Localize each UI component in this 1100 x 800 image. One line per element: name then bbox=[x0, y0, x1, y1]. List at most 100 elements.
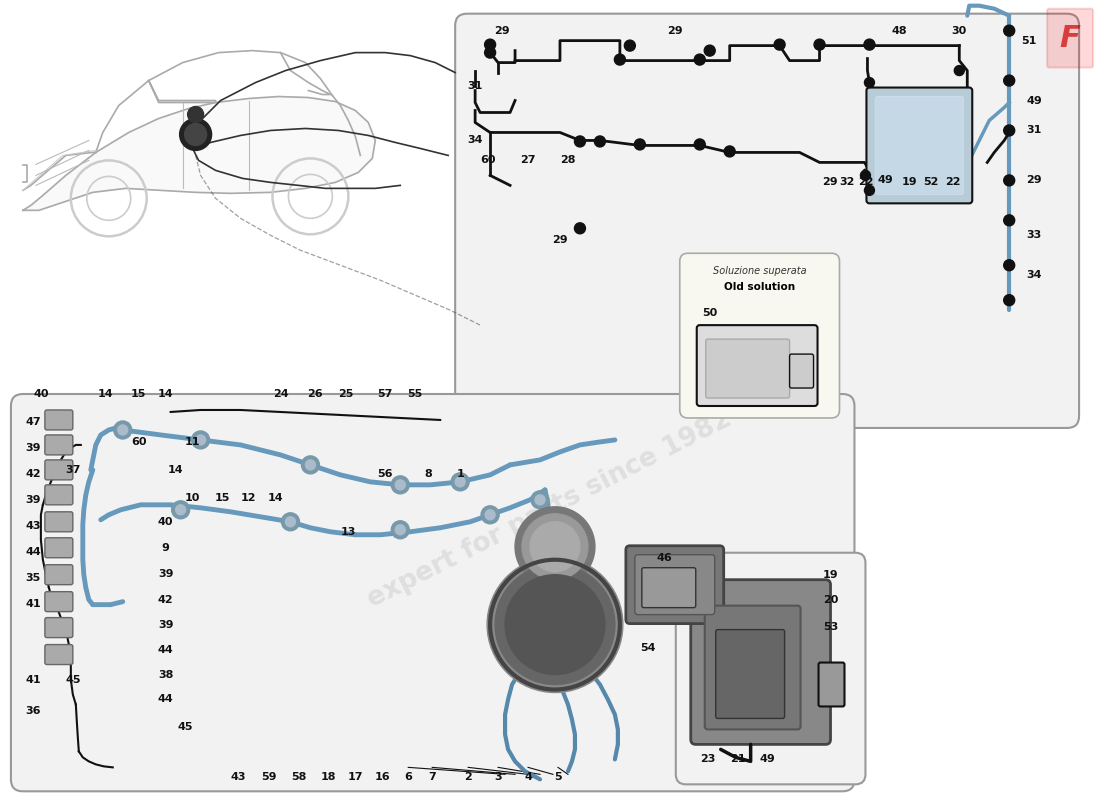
Circle shape bbox=[694, 139, 705, 150]
Circle shape bbox=[865, 78, 874, 87]
Text: 50: 50 bbox=[702, 308, 717, 318]
FancyBboxPatch shape bbox=[45, 512, 73, 532]
Text: 34: 34 bbox=[468, 135, 483, 146]
Circle shape bbox=[451, 473, 469, 491]
Text: 29: 29 bbox=[1026, 175, 1042, 186]
Circle shape bbox=[625, 40, 636, 51]
Text: 3: 3 bbox=[494, 772, 502, 782]
FancyBboxPatch shape bbox=[706, 339, 790, 398]
Circle shape bbox=[485, 39, 496, 50]
Text: 28: 28 bbox=[560, 155, 575, 166]
Circle shape bbox=[522, 514, 587, 580]
Text: 46: 46 bbox=[657, 553, 673, 562]
Circle shape bbox=[282, 513, 299, 530]
Text: 47: 47 bbox=[25, 417, 41, 427]
Text: 53: 53 bbox=[823, 622, 838, 632]
Circle shape bbox=[865, 186, 874, 195]
Text: 22: 22 bbox=[946, 178, 961, 187]
Text: 49: 49 bbox=[1026, 95, 1042, 106]
Text: 43: 43 bbox=[231, 772, 246, 782]
Text: Old solution: Old solution bbox=[724, 282, 795, 292]
Circle shape bbox=[118, 425, 128, 435]
Text: 22: 22 bbox=[858, 178, 873, 187]
FancyBboxPatch shape bbox=[680, 254, 839, 418]
Text: 40: 40 bbox=[158, 517, 174, 526]
Circle shape bbox=[505, 574, 605, 674]
Text: 1: 1 bbox=[456, 469, 464, 479]
Text: 5: 5 bbox=[554, 772, 562, 782]
FancyBboxPatch shape bbox=[691, 580, 830, 745]
Text: 45: 45 bbox=[65, 674, 80, 685]
Circle shape bbox=[860, 170, 870, 180]
Circle shape bbox=[1003, 260, 1014, 270]
Text: Soluzione superata: Soluzione superata bbox=[713, 266, 806, 276]
Circle shape bbox=[1003, 175, 1014, 186]
Text: 48: 48 bbox=[892, 26, 907, 36]
Circle shape bbox=[185, 123, 207, 146]
Text: 9: 9 bbox=[162, 542, 169, 553]
FancyBboxPatch shape bbox=[45, 565, 73, 585]
Text: 12: 12 bbox=[241, 493, 256, 503]
Circle shape bbox=[574, 136, 585, 147]
Text: 2: 2 bbox=[464, 772, 472, 782]
Text: 14: 14 bbox=[98, 389, 113, 399]
Text: 24: 24 bbox=[273, 389, 288, 399]
Text: 23: 23 bbox=[700, 754, 715, 764]
FancyBboxPatch shape bbox=[45, 410, 73, 430]
Text: 59: 59 bbox=[261, 772, 276, 782]
Text: 33: 33 bbox=[1026, 230, 1042, 240]
Text: 29: 29 bbox=[822, 178, 837, 187]
Text: 17: 17 bbox=[348, 772, 363, 782]
Circle shape bbox=[535, 495, 544, 505]
Text: 18: 18 bbox=[320, 772, 337, 782]
Text: 6: 6 bbox=[405, 772, 412, 782]
Circle shape bbox=[1003, 215, 1014, 226]
Circle shape bbox=[188, 106, 204, 122]
Circle shape bbox=[455, 477, 465, 487]
FancyBboxPatch shape bbox=[716, 630, 784, 718]
Circle shape bbox=[191, 431, 210, 449]
Circle shape bbox=[485, 47, 496, 58]
Circle shape bbox=[485, 510, 495, 520]
Text: 26: 26 bbox=[308, 389, 323, 399]
FancyBboxPatch shape bbox=[45, 485, 73, 505]
Circle shape bbox=[1003, 75, 1014, 86]
Text: 41: 41 bbox=[25, 674, 41, 685]
Text: 39: 39 bbox=[158, 569, 174, 578]
Circle shape bbox=[531, 491, 549, 509]
Text: 51: 51 bbox=[1022, 36, 1037, 46]
Text: 14: 14 bbox=[168, 465, 184, 475]
Text: 25: 25 bbox=[338, 389, 353, 399]
Text: 60: 60 bbox=[131, 437, 146, 447]
Circle shape bbox=[615, 54, 626, 65]
FancyBboxPatch shape bbox=[45, 538, 73, 558]
Text: 40: 40 bbox=[33, 389, 48, 399]
Circle shape bbox=[635, 139, 646, 150]
Text: 38: 38 bbox=[158, 670, 174, 679]
Circle shape bbox=[1003, 125, 1014, 136]
Text: 34: 34 bbox=[1026, 270, 1042, 280]
Text: 13: 13 bbox=[341, 526, 356, 537]
Text: 29: 29 bbox=[667, 26, 683, 36]
FancyBboxPatch shape bbox=[696, 325, 817, 406]
FancyBboxPatch shape bbox=[455, 14, 1079, 428]
FancyBboxPatch shape bbox=[626, 546, 724, 624]
Text: 7: 7 bbox=[428, 772, 436, 782]
Circle shape bbox=[487, 557, 623, 693]
FancyBboxPatch shape bbox=[1047, 9, 1093, 67]
Text: 15: 15 bbox=[131, 389, 146, 399]
Circle shape bbox=[172, 501, 189, 518]
Text: 10: 10 bbox=[185, 493, 200, 503]
Text: 27: 27 bbox=[520, 155, 536, 166]
FancyBboxPatch shape bbox=[705, 606, 801, 730]
Text: 49: 49 bbox=[760, 754, 775, 764]
Text: 56: 56 bbox=[377, 469, 393, 479]
FancyBboxPatch shape bbox=[45, 618, 73, 638]
Circle shape bbox=[113, 421, 132, 439]
Circle shape bbox=[495, 565, 615, 685]
Circle shape bbox=[774, 39, 785, 50]
FancyBboxPatch shape bbox=[790, 354, 814, 388]
FancyBboxPatch shape bbox=[11, 394, 855, 791]
Text: 14: 14 bbox=[158, 389, 174, 399]
Text: 37: 37 bbox=[65, 465, 80, 475]
